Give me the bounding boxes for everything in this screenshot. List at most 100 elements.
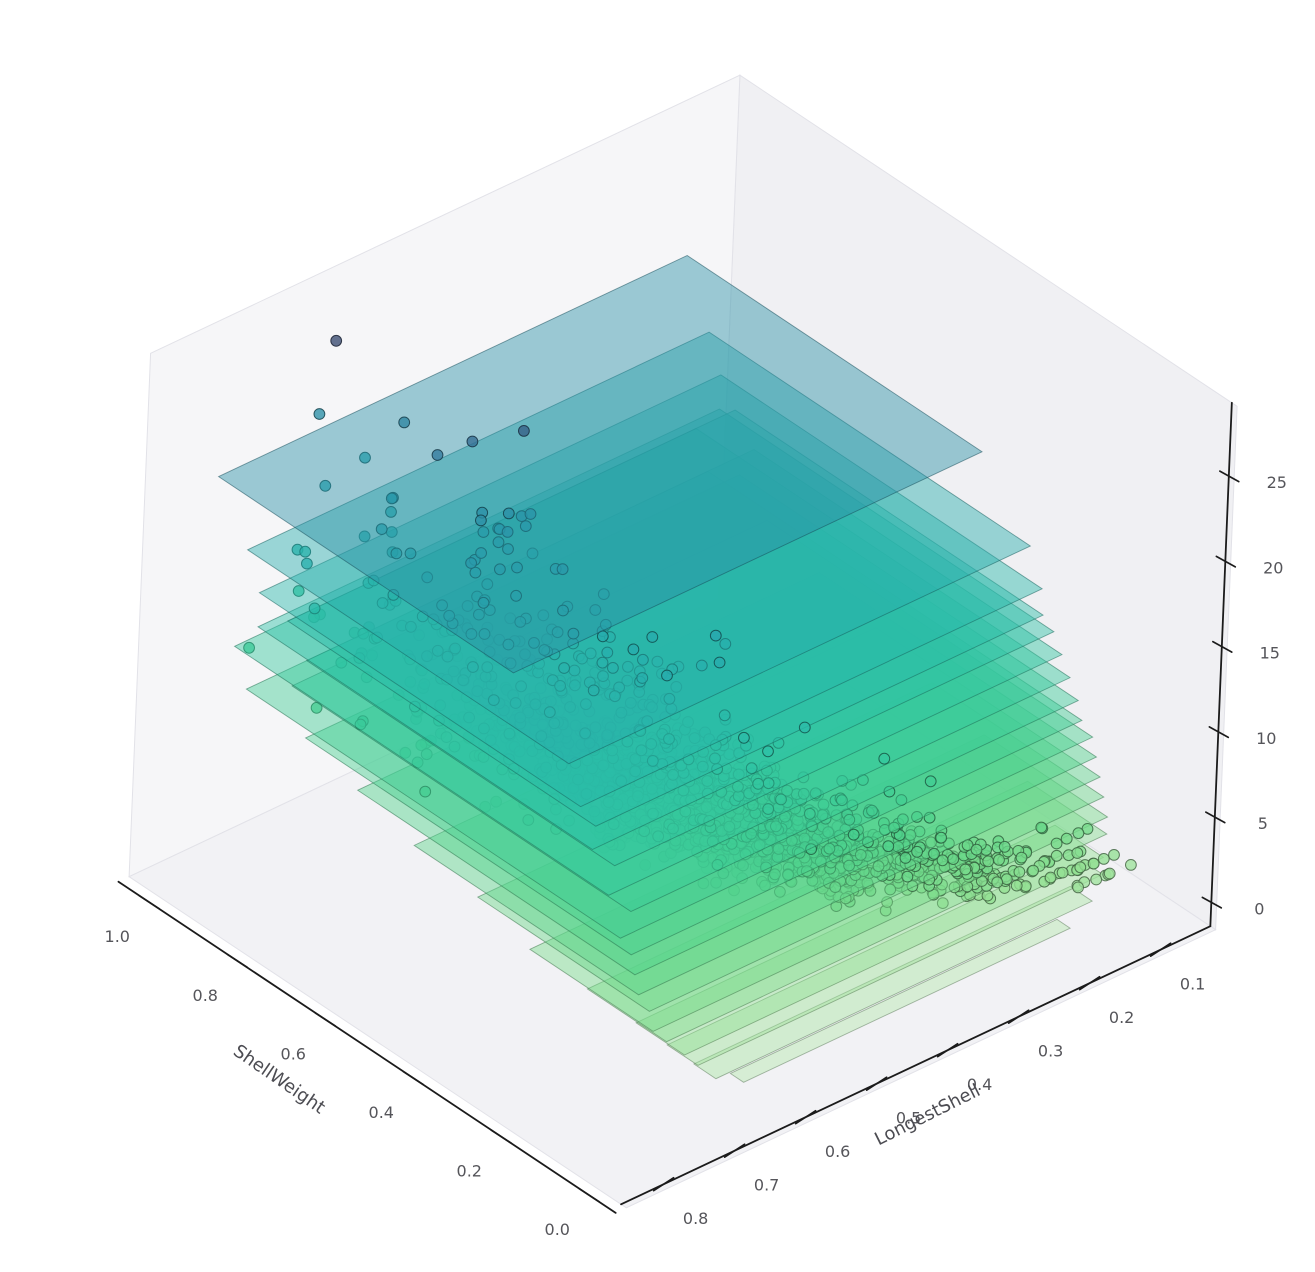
y-tick-mark [1149, 942, 1172, 957]
x-tick-label: 0.2 [457, 1162, 482, 1181]
z-tick-label: 20 [1263, 558, 1283, 577]
x-tick-label: 0.8 [193, 986, 218, 1005]
scatter-point [1056, 866, 1069, 879]
y-tick-mark [865, 1076, 888, 1091]
scatter-point [928, 847, 940, 860]
scatter-point [639, 859, 652, 871]
scatter-point [970, 843, 983, 856]
scatter-point [713, 656, 726, 669]
scatter-point [872, 860, 885, 873]
scatter-point [709, 629, 722, 642]
y-axis-line [620, 925, 1212, 1206]
scatter-point [1027, 864, 1039, 877]
scatter-point [1097, 853, 1110, 865]
x-tick-label: 0.6 [281, 1044, 306, 1063]
z-tick-label: 25 [1267, 473, 1287, 492]
scatter-point [936, 854, 949, 867]
scatter-point [1044, 871, 1057, 884]
scatter-point [947, 853, 960, 865]
plot-content [217, 254, 1137, 1083]
scatter-band-rings-29 [330, 334, 343, 347]
scatter-point [475, 514, 487, 527]
scatter-point [1074, 861, 1087, 874]
x-tick-mark [138, 894, 161, 910]
y-tick-mark [1007, 1009, 1030, 1024]
scatter-point [1087, 857, 1100, 870]
scatter-point [1103, 867, 1116, 880]
scatter-point [936, 897, 949, 909]
scatter-point [800, 865, 813, 877]
x-axis-line [117, 880, 617, 1214]
scatter-point [854, 849, 867, 861]
scatter-point [882, 840, 895, 853]
x-tick-mark [314, 1012, 337, 1027]
scatter-point [737, 859, 749, 872]
y-tick-label: 0.8 [683, 1209, 708, 1228]
scatter-band-rings-4 [936, 849, 1120, 909]
x-tick-label: 1.0 [105, 927, 130, 946]
y-tick-mark [1078, 975, 1101, 991]
z-axis-line [1209, 401, 1233, 928]
z-tick-mark [1219, 470, 1240, 483]
scatter-point [627, 643, 640, 656]
y-tick-mark [652, 1176, 675, 1192]
scatter-point [924, 775, 937, 788]
x-tick-mark [490, 1129, 513, 1144]
scatter-point [798, 721, 811, 734]
y-tick-mark [723, 1143, 746, 1158]
scatter-point [1125, 859, 1137, 871]
scatter-band-rings-25 [431, 449, 444, 461]
scatter-point [935, 831, 948, 844]
scatter-point [399, 746, 412, 759]
z-tick-mark [1215, 555, 1237, 568]
z-tick-label: 10 [1256, 729, 1276, 748]
scatter-point [878, 752, 891, 765]
x-tick-label: 0.4 [369, 1103, 394, 1122]
y-tick-label: 0.1 [1180, 975, 1205, 994]
x-tick-mark [402, 1070, 425, 1086]
scatter-point [1090, 873, 1103, 886]
y-tick-label: 0.6 [825, 1142, 850, 1161]
scatter-point [431, 449, 444, 461]
scatter-point [661, 669, 673, 682]
scatter-point [847, 828, 860, 841]
x-tick-mark [578, 1187, 601, 1203]
scatter-point [1072, 881, 1084, 894]
scatter-point [829, 881, 842, 893]
scatter-point [925, 836, 937, 849]
scatter-point [1035, 821, 1048, 834]
y-tick-label: 0.7 [754, 1176, 779, 1195]
scatter-band-rings-26 [466, 435, 479, 448]
level-plane-rings-1 [729, 918, 1072, 1083]
scatter-point [769, 868, 781, 881]
y-tick-label: 0.5 [896, 1109, 921, 1128]
scatter-point [1071, 847, 1084, 859]
scatter-point [466, 435, 479, 448]
scatter-point [1010, 879, 1023, 892]
x-tick-label: 0.0 [545, 1220, 570, 1239]
y-tick-label: 0.4 [967, 1075, 992, 1094]
scatter-point [843, 859, 855, 872]
z-tick-mark [1208, 726, 1230, 739]
scatter-point [398, 416, 411, 429]
scatter-point [1013, 866, 1026, 878]
scatter-point [1050, 849, 1063, 862]
y-axis-label: LongestShell [871, 1080, 983, 1150]
scatter-point [884, 883, 897, 896]
scatter-point [1072, 827, 1085, 840]
scatter-point [330, 334, 343, 347]
y-tick-label: 0.3 [1038, 1042, 1063, 1061]
z-tick-label: 0 [1254, 899, 1264, 918]
scatter-point [982, 855, 995, 868]
z-tick-label: 5 [1258, 814, 1268, 833]
scatter-point [901, 870, 914, 883]
z-tick-mark [1205, 811, 1226, 824]
scatter-point [899, 852, 912, 864]
scatter-point [991, 876, 1004, 889]
scatter-point [1015, 851, 1028, 864]
axes-lines: 1.0 0.8 0.6 0.4 0.2 0.0 0.8 0.7 0.6 0.5 0.4 0.3 0.2 0… [105, 401, 1287, 1239]
scatter-point [1108, 849, 1120, 861]
scatter-point [959, 863, 972, 876]
